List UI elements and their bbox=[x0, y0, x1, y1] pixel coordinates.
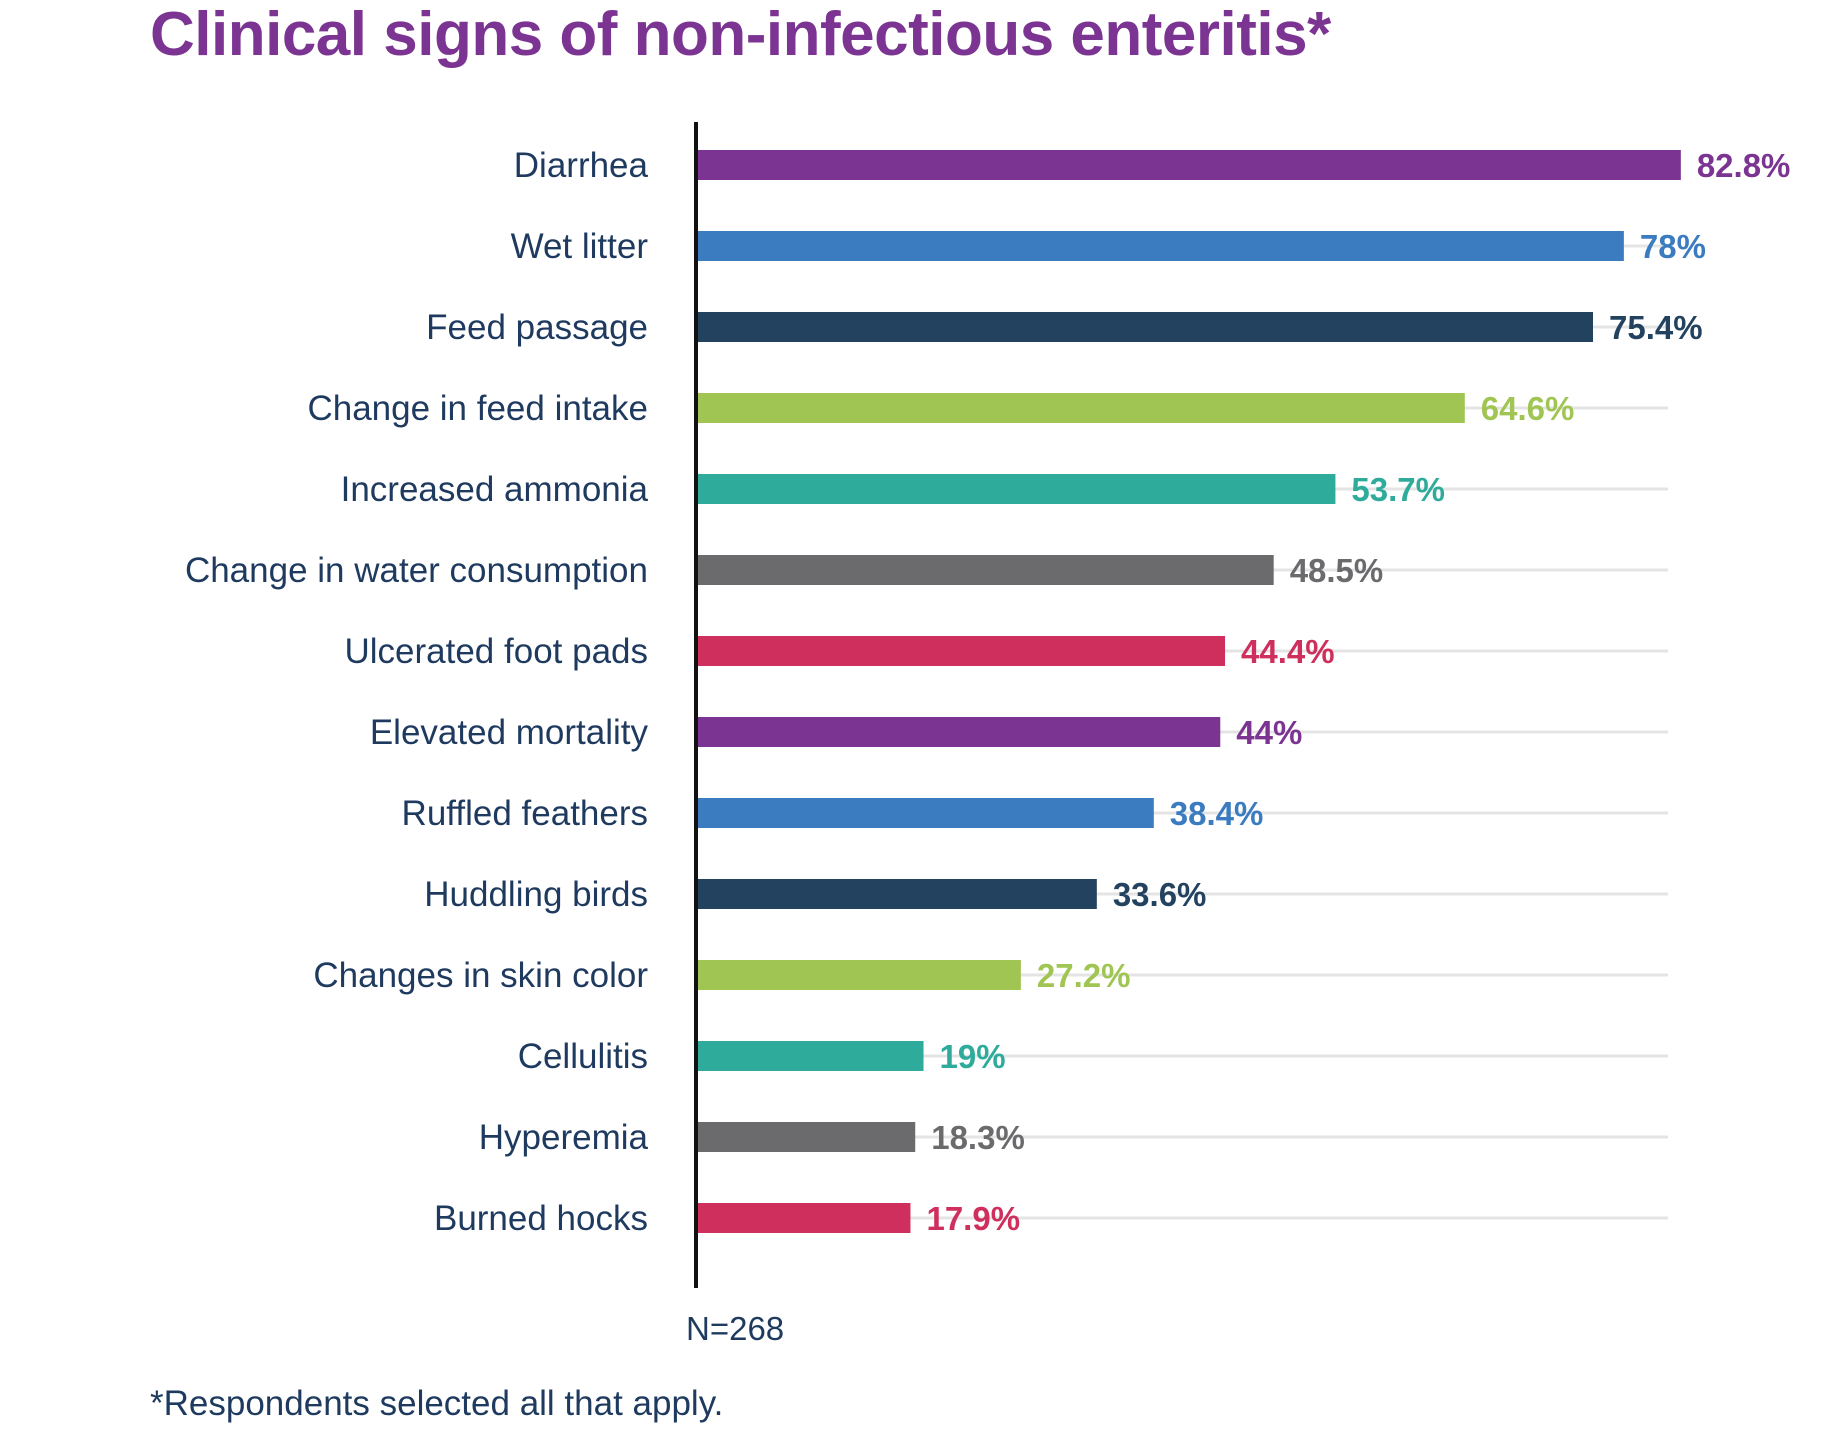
sample-size-label: N=268 bbox=[686, 1310, 785, 1347]
bar-huddling-birds bbox=[698, 879, 1097, 909]
bar-layer bbox=[698, 150, 1681, 1233]
category-label: Diarrhea bbox=[514, 146, 649, 185]
category-label: Increased ammonia bbox=[341, 470, 649, 509]
category-label: Burned hocks bbox=[434, 1199, 648, 1238]
category-label: Cellulitis bbox=[518, 1037, 648, 1076]
value-label: 48.5% bbox=[1290, 552, 1384, 589]
category-label: Wet litter bbox=[511, 227, 649, 266]
bar-changes-in-skin-color bbox=[698, 960, 1021, 990]
value-label: 78% bbox=[1640, 228, 1706, 265]
value-label: 18.3% bbox=[931, 1119, 1025, 1156]
bar-burned-hocks bbox=[698, 1203, 911, 1233]
bar-ruffled-feathers bbox=[698, 798, 1154, 828]
bar-hyperemia bbox=[698, 1122, 916, 1152]
category-label: Feed passage bbox=[426, 308, 648, 347]
bar-cellulitis bbox=[698, 1041, 924, 1071]
category-label: Ruffled feathers bbox=[402, 794, 648, 833]
value-label: 44% bbox=[1236, 714, 1302, 751]
value-label: 82.8% bbox=[1697, 147, 1791, 184]
chart-title: Clinical signs of non-infectious enterit… bbox=[150, 0, 1331, 69]
value-label: 17.9% bbox=[926, 1200, 1020, 1237]
value-label: 75.4% bbox=[1609, 309, 1703, 346]
category-label: Huddling birds bbox=[424, 875, 648, 914]
bar-change-in-feed-intake bbox=[698, 393, 1465, 423]
category-label: Elevated mortality bbox=[370, 713, 649, 752]
category-label: Changes in skin color bbox=[313, 956, 648, 995]
bar-feed-passage bbox=[698, 312, 1593, 342]
footnote: *Respondents selected all that apply. bbox=[150, 1384, 724, 1423]
value-label: 53.7% bbox=[1351, 471, 1445, 508]
value-label: 44.4% bbox=[1241, 633, 1335, 670]
value-label: 64.6% bbox=[1481, 390, 1575, 427]
category-label: Ulcerated foot pads bbox=[344, 632, 648, 671]
bar-diarrhea bbox=[698, 150, 1681, 180]
value-label: 38.4% bbox=[1170, 795, 1264, 832]
bar-elevated-mortality bbox=[698, 717, 1221, 747]
value-label: 19% bbox=[940, 1038, 1006, 1075]
value-label: 27.2% bbox=[1037, 957, 1131, 994]
bar-wet-litter bbox=[698, 231, 1624, 261]
bar-change-in-water-consumption bbox=[698, 555, 1274, 585]
category-label: Hyperemia bbox=[479, 1118, 649, 1157]
value-label: 33.6% bbox=[1113, 876, 1207, 913]
label-layer: Diarrhea 82.8% Wet litter 78% Feed passage 75… bbox=[185, 146, 1790, 1238]
category-label: Change in water consumption bbox=[185, 551, 648, 590]
bar-increased-ammonia bbox=[698, 474, 1336, 504]
bar-ulcerated-foot-pads bbox=[698, 636, 1226, 666]
category-label: Change in feed intake bbox=[307, 389, 648, 428]
